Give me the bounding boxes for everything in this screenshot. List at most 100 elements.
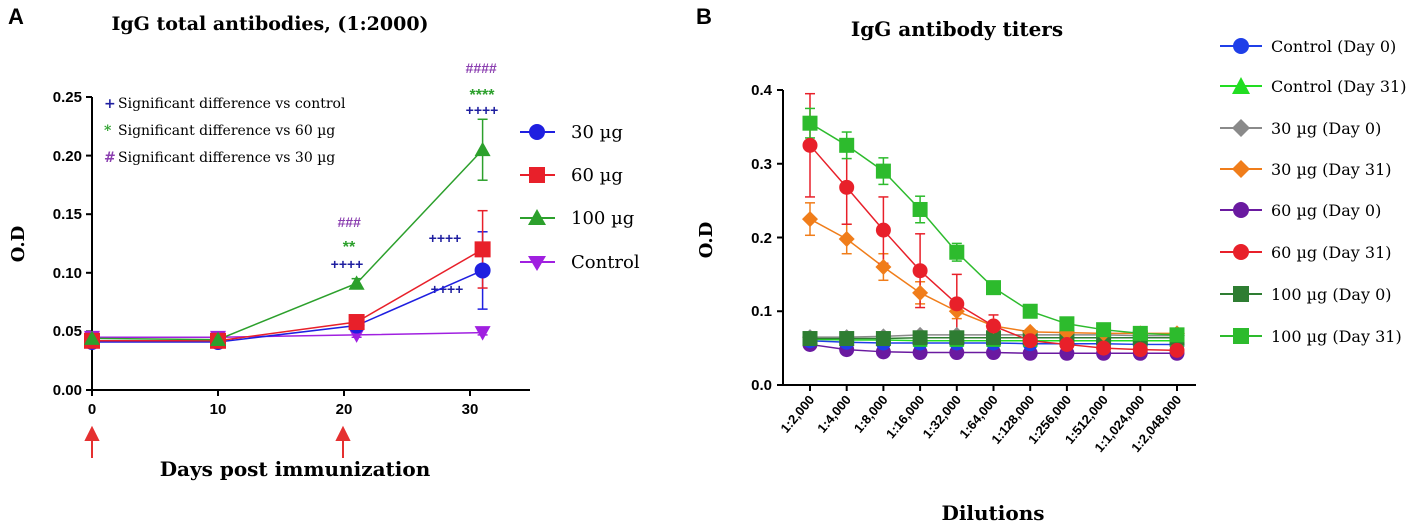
legend-label: 100 µg (Day 31) xyxy=(1271,327,1402,346)
legend-label: 60 µg (Day 31) xyxy=(1271,243,1392,262)
data-point xyxy=(348,275,365,290)
legend-label: Control xyxy=(571,252,640,273)
panel-a-y-ticks: 0.00 0.05 0.10 0.15 0.20 0.25 xyxy=(53,89,92,399)
panel-a-title: IgG total antibodies, (1:2000) xyxy=(111,13,428,35)
significance-key: + Significant difference vs control * Si… xyxy=(104,96,346,166)
data-point xyxy=(1169,327,1185,343)
legend-marker-circle xyxy=(529,124,545,140)
legend-label: 100 µg (Day 0) xyxy=(1271,285,1392,304)
immunization-arrow-day21 xyxy=(335,425,351,458)
data-point xyxy=(875,259,892,275)
significance-key-symbol: + xyxy=(104,96,116,112)
x-tick-label: 1:2,000 xyxy=(777,392,817,435)
data-point xyxy=(474,326,491,341)
data-point xyxy=(1096,340,1112,356)
panel-a-x-tick: 10 xyxy=(210,401,227,418)
legend-item-60ug-day0: 60 µg (Day 0) xyxy=(1220,201,1381,220)
annotation-day31-plus: ++++ xyxy=(466,102,499,118)
legend-item-100ug: 100 µg xyxy=(520,208,634,229)
panel-a-plot-area xyxy=(84,118,491,350)
annotation-day21-hash: ### xyxy=(337,214,361,230)
significance-key-symbol: # xyxy=(104,150,116,166)
data-point xyxy=(875,331,891,347)
legend-marker-square xyxy=(1233,328,1249,344)
panel-b-y-tick: 0.2 xyxy=(751,230,772,247)
legend-marker-diamond xyxy=(1232,119,1250,137)
data-point xyxy=(949,330,965,346)
legend-label: 60 µg (Day 0) xyxy=(1271,201,1381,220)
data-point xyxy=(875,163,891,179)
immunization-arrow-day0 xyxy=(84,425,100,458)
series-line xyxy=(91,149,484,341)
data-point xyxy=(1132,342,1148,358)
panel-b-y-tick: 0.1 xyxy=(751,303,772,320)
series-line xyxy=(92,248,483,342)
panel-b-x-axis-label: Dilutions xyxy=(941,501,1044,525)
panel-b-plot-area xyxy=(802,92,1185,361)
data-point xyxy=(912,284,929,301)
legend-item-100ug-day31: 100 µg (Day 31) xyxy=(1220,327,1402,346)
significance-key-text: Significant difference vs 30 µg xyxy=(118,150,335,166)
data-point xyxy=(84,330,100,345)
annotation-day31-star: **** xyxy=(470,87,496,104)
panel-a-x-ticks: 0 10 20 30 xyxy=(88,390,479,418)
data-point xyxy=(1169,342,1185,358)
legend-marker-circle xyxy=(1233,244,1249,260)
panel-b-y-axis-label: O.D xyxy=(696,222,717,259)
immunization-arrows xyxy=(84,425,351,458)
panel-b-y-tick: 0.3 xyxy=(751,156,772,173)
legend-label: 60 µg xyxy=(571,165,623,186)
legend-item-30ug-day31: 30 µg (Day 31) xyxy=(1220,160,1392,179)
data-point xyxy=(1132,325,1148,341)
legend-marker-circle xyxy=(1233,38,1249,54)
series-line xyxy=(809,122,1178,336)
legend-marker-triangle-up xyxy=(1232,77,1250,94)
significance-annotations: ### ** ++++ #### **** ++++ ++++ ++++ xyxy=(331,60,499,297)
panel-a-label: A xyxy=(8,4,24,29)
data-point xyxy=(912,330,928,346)
panel-a-x-tick: 20 xyxy=(336,401,353,418)
panel-a-y-axis-label: O.D xyxy=(8,226,29,263)
legend-marker-square xyxy=(1233,286,1249,302)
annotation-day31-60-plus: ++++ xyxy=(429,230,462,246)
data-point xyxy=(838,230,855,247)
panel-a-y-tick: 0.10 xyxy=(53,265,82,282)
x-tick-label: 1:32,000 xyxy=(920,392,964,441)
data-point xyxy=(348,314,365,331)
panel-b-x-ticks: 1:2,0001:4,0001:8,0001:16,0001:32,0001:6… xyxy=(777,385,1184,455)
data-point xyxy=(875,222,891,238)
data-point xyxy=(1022,303,1038,319)
data-point xyxy=(949,296,965,312)
data-point xyxy=(949,244,965,260)
panel-a-y-tick: 0.25 xyxy=(53,89,82,106)
data-point xyxy=(1059,316,1075,332)
panel-b-y-tick: 0.0 xyxy=(751,377,772,394)
legend-label: 30 µg xyxy=(571,122,623,143)
annotation-day21-star: ** xyxy=(343,239,356,256)
panel-a-y-tick: 0.05 xyxy=(53,323,82,340)
legend-label: 30 µg (Day 31) xyxy=(1271,160,1392,179)
panel-a: A IgG total antibodies, (1:2000) O.D Day… xyxy=(8,4,640,481)
panel-b-title: IgG antibody titers xyxy=(851,17,1063,41)
legend-label: Control (Day 31) xyxy=(1271,77,1406,96)
annotation-day31-30-plus: ++++ xyxy=(431,281,464,297)
data-point xyxy=(474,262,491,279)
panel-a-x-tick: 30 xyxy=(462,401,479,418)
panel-a-y-tick: 0.00 xyxy=(53,382,82,399)
legend-item-control-day31: Control (Day 31) xyxy=(1220,77,1406,96)
data-point xyxy=(912,263,928,279)
significance-key-text: Significant difference vs 60 µg xyxy=(118,123,335,139)
data-point xyxy=(912,201,928,217)
data-point xyxy=(839,179,855,195)
legend-item-control: Control xyxy=(520,252,640,273)
legend-item-100ug-day0: 100 µg (Day 0) xyxy=(1220,285,1392,304)
data-point xyxy=(839,137,855,153)
data-point xyxy=(802,211,818,228)
legend-item-30ug-day0: 30 µg (Day 0) xyxy=(1220,119,1381,138)
data-point xyxy=(986,318,1001,334)
legend-item-control-day0: Control (Day 0) xyxy=(1220,37,1396,56)
panel-a-y-tick: 0.20 xyxy=(53,148,82,165)
legend-label: 30 µg (Day 0) xyxy=(1271,119,1381,138)
panel-b: B IgG antibody titers O.D Dilutions 0.0 … xyxy=(696,4,1406,525)
data-point xyxy=(839,331,855,347)
